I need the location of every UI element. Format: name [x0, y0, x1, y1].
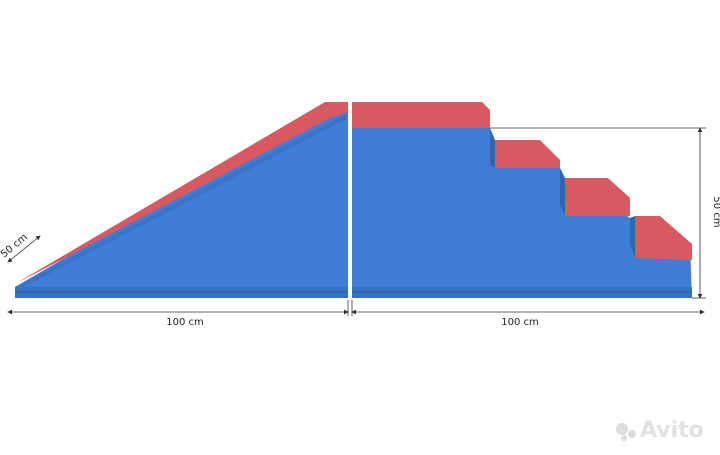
- stairs: [349, 102, 692, 298]
- watermark: Avito: [616, 418, 704, 443]
- watermark-text: Avito: [640, 418, 704, 443]
- dimension-lines: [7, 127, 706, 316]
- wedge: [15, 102, 348, 298]
- length-label: 100 cm: [501, 317, 539, 328]
- height-label: 50 cm: [711, 196, 720, 227]
- length-label: 100 cm: [166, 317, 204, 328]
